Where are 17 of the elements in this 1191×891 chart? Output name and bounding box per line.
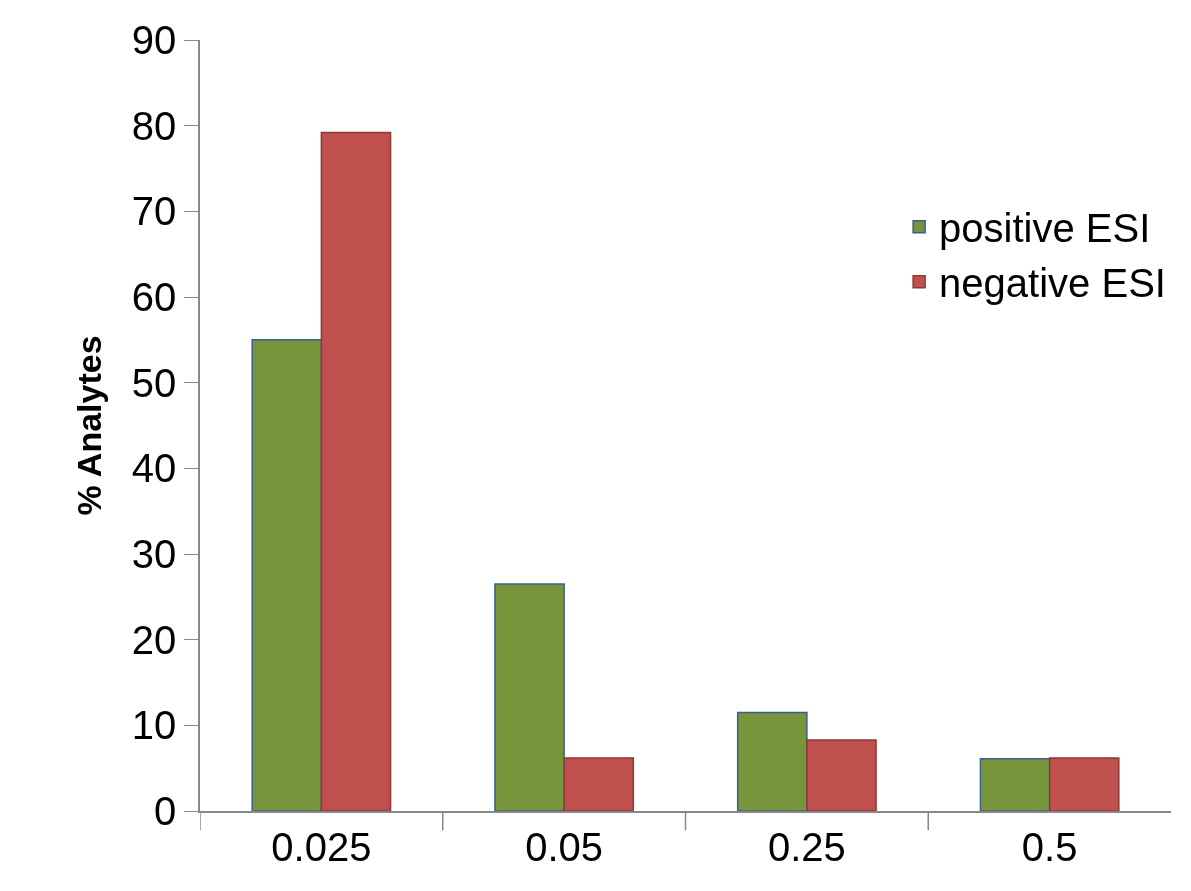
legend-label: negative ESI [939, 261, 1166, 306]
y-tick-label: 60 [131, 275, 177, 319]
x-tick-label: 0.5 [1021, 824, 1078, 869]
x-tick-label: 0.25 [767, 824, 846, 869]
y-tick-label: 10 [131, 703, 177, 748]
y-tick-label: 20 [131, 617, 177, 662]
y-tick-label: 0 [154, 789, 177, 833]
y-tick-label: 40 [131, 446, 177, 491]
y-tick-label: 30 [131, 532, 177, 576]
y-tick-label: 70 [131, 189, 177, 234]
y-tick-label: 80 [131, 103, 177, 148]
y-axis-title: % Analytes [69, 335, 108, 516]
y-tick-label: 90 [131, 18, 177, 62]
x-tick-label: 0.025 [271, 824, 372, 869]
legend-label: positive ESI [939, 206, 1151, 251]
y-tick-label: 50 [131, 360, 177, 405]
x-tick-label: 0.05 [525, 824, 604, 869]
